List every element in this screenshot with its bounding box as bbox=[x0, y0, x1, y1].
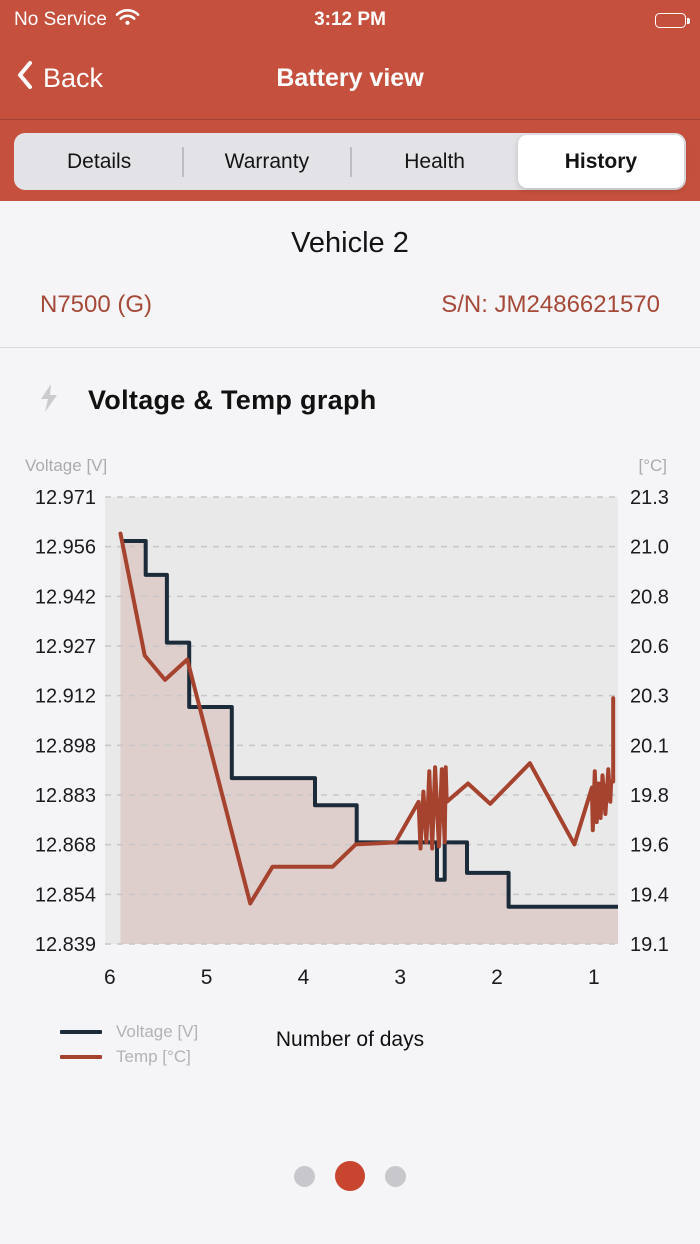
temp-tick-label: 20.3 bbox=[630, 686, 669, 708]
temp-legend-swatch bbox=[60, 1054, 102, 1059]
temp-tick-label: 20.8 bbox=[630, 586, 669, 608]
temp-tick-label: 19.1 bbox=[630, 934, 669, 956]
voltage-area-fill bbox=[120, 541, 618, 944]
voltage-tick-label: 12.912 bbox=[35, 686, 96, 708]
clock: 3:12 PM bbox=[314, 9, 386, 30]
tab-health[interactable]: Health bbox=[352, 135, 518, 188]
page-title: Battery view bbox=[276, 64, 424, 92]
chart-svg: 12.971 21.3 12.956 21.0 12.942 20.8 12.927 20.6… bbox=[35, 487, 669, 989]
voltage-line bbox=[120, 539, 618, 909]
tab-history[interactable]: History bbox=[517, 135, 684, 188]
day-tick-label: 4 bbox=[298, 966, 310, 989]
day-tick-label: 2 bbox=[491, 966, 503, 989]
wifi-icon bbox=[115, 8, 140, 32]
voltage-legend-label: Voltage [V] bbox=[116, 1021, 199, 1041]
voltage-tick-label: 12.971 bbox=[35, 487, 96, 509]
voltage-tick-label: 12.956 bbox=[35, 537, 96, 559]
temp-tick-label: 20.1 bbox=[630, 735, 669, 757]
tab-health-label: Health bbox=[404, 149, 465, 173]
temp-tick-label: 19.6 bbox=[630, 835, 669, 857]
tab-warranty-label: Warranty bbox=[224, 149, 310, 173]
pager-dot[interactable] bbox=[294, 1165, 315, 1187]
temp-tick-label: 19.4 bbox=[630, 884, 669, 906]
vehicle-model: N7500 (G) bbox=[40, 291, 153, 318]
vehicle-serial: S/N: JM2486621570 bbox=[441, 291, 660, 318]
bolt-icon bbox=[38, 383, 60, 418]
tab-details-label: Details bbox=[67, 149, 132, 173]
page-indicator bbox=[0, 1161, 700, 1191]
tab-details[interactable]: Details bbox=[16, 135, 182, 188]
back-chevron-icon bbox=[16, 60, 33, 97]
navigation-bar: Back Battery view bbox=[0, 40, 700, 119]
temp-tick-label: 19.8 bbox=[630, 785, 669, 807]
status-bar: 3:12 PM No Service bbox=[0, 0, 700, 40]
chart-legend: Voltage [V] Temp [°C] bbox=[60, 1019, 198, 1069]
right-axis-title: [°C] bbox=[638, 456, 667, 475]
pager-dot[interactable] bbox=[385, 1165, 406, 1187]
temp-tick-label: 21.0 bbox=[630, 537, 669, 559]
tabs-bar: Details Warranty Health History bbox=[0, 119, 700, 201]
content-area: Vehicle 2 N7500 (G) S/N: JM2486621570 Vo… bbox=[0, 201, 700, 1244]
carrier-label: No Service bbox=[14, 9, 107, 30]
plot-area bbox=[105, 497, 618, 944]
voltage-tick-label: 12.854 bbox=[35, 884, 96, 906]
day-tick-label: 6 bbox=[104, 966, 116, 989]
temp-line bbox=[118, 531, 616, 906]
voltage-tick-label: 12.868 bbox=[35, 835, 96, 857]
day-tick-label: 5 bbox=[201, 966, 213, 989]
segment-separator bbox=[182, 146, 184, 177]
left-axis-title: Voltage [V] bbox=[25, 456, 108, 475]
tab-history-label: History bbox=[564, 149, 638, 173]
voltage-temp-chart[interactable]: 12.971 21.3 12.956 21.0 12.942 20.8 12.927 20.6… bbox=[0, 481, 700, 1001]
back-label: Back bbox=[43, 63, 104, 93]
temp-legend-label: Temp [°C] bbox=[116, 1046, 191, 1066]
back-button[interactable]: Back bbox=[16, 60, 103, 97]
voltage-tick-label: 12.942 bbox=[35, 586, 96, 608]
day-tick-label: 3 bbox=[394, 966, 406, 989]
voltage-tick-label: 12.839 bbox=[35, 934, 96, 956]
temp-tick-label: 20.6 bbox=[630, 636, 669, 658]
vehicle-name: Vehicle 2 bbox=[291, 227, 409, 259]
battery-icon bbox=[655, 12, 690, 28]
segmented-control: Details Warranty Health History bbox=[14, 133, 686, 190]
divider bbox=[0, 347, 700, 348]
voltage-tick-label: 12.883 bbox=[35, 785, 96, 807]
voltage-tick-label: 12.898 bbox=[35, 735, 96, 757]
tab-warranty[interactable]: Warranty bbox=[184, 135, 350, 188]
segment-separator bbox=[350, 146, 352, 177]
voltage-legend-swatch bbox=[60, 1029, 102, 1034]
voltage-tick-label: 12.927 bbox=[35, 636, 96, 658]
x-axis-title: Number of days bbox=[275, 1028, 425, 1051]
temp-tick-label: 21.3 bbox=[630, 487, 669, 509]
chart-title: Voltage & Temp graph bbox=[88, 385, 377, 415]
pager-dot-active[interactable] bbox=[335, 1161, 365, 1191]
day-tick-label: 1 bbox=[588, 966, 600, 989]
